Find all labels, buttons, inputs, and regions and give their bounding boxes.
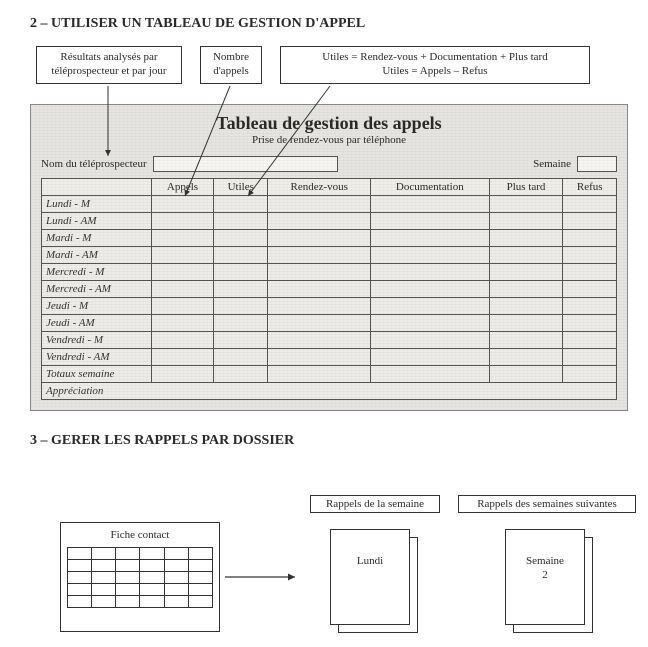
col-blank (42, 179, 152, 196)
table-row: Lundi - AM (42, 213, 617, 230)
callout-count-line2: d'appels (213, 65, 249, 77)
name-field[interactable] (153, 156, 338, 172)
sheet-next-line2: 2 (542, 569, 548, 581)
table-row: Jeudi - M (42, 298, 617, 315)
section2-title: 2 – UTILISER UN TABLEAU DE GESTION D'APP… (30, 16, 628, 32)
callout-results: Résultats analysés par téléprospecteur e… (36, 46, 182, 84)
table-row: Jeudi - AM (42, 315, 617, 332)
form-header-row: Nom du téléprospecteur Semaine (41, 156, 617, 172)
col-plustard: Plus tard (489, 179, 563, 196)
table-row: Mardi - AM (42, 247, 617, 264)
name-label: Nom du téléprospecteur (41, 158, 147, 170)
table-body: Lundi - M Lundi - AM Mardi - M Mardi - A… (42, 196, 617, 400)
col-utiles: Utiles (214, 179, 268, 196)
sheet-front-week: Lundi (330, 529, 410, 625)
fiche-mini-table (67, 547, 213, 608)
sheet-week-text: Lundi (357, 555, 383, 567)
form-subtitle: Prise de rendez-vous par téléphone (41, 134, 617, 146)
callout-count-line1: Nombre (213, 51, 249, 63)
sheet-front-next: Semaine 2 (505, 529, 585, 625)
form-title: Tableau de gestion des appels (41, 113, 617, 134)
form-panel: Tableau de gestion des appels Prise de r… (30, 104, 628, 411)
management-table: Appels Utiles Rendez-vous Documentation … (41, 178, 617, 400)
week-field[interactable] (577, 156, 617, 172)
callout-results-line2: téléprospecteur et par jour (51, 65, 166, 77)
callout-utiles: Utiles = Rendez-vous + Documentation + P… (280, 46, 590, 84)
rappels-next-label: Rappels des semaines suivantes (458, 495, 636, 513)
sheet-next-line1: Semaine (526, 555, 564, 567)
fiche-contact-card: Fiche contact (60, 522, 220, 632)
arrow-right-icon (225, 567, 305, 587)
table-row: Mercredi - M (42, 264, 617, 281)
table-row: Mercredi - AM (42, 281, 617, 298)
week-label: Semaine (533, 158, 571, 170)
col-rdv: Rendez-vous (268, 179, 371, 196)
table-row: Vendredi - AM (42, 349, 617, 366)
table-row: Lundi - M (42, 196, 617, 213)
page: 2 – UTILISER UN TABLEAU DE GESTION D'APP… (0, 0, 648, 647)
table-row-appreciation: Appréciation (42, 383, 617, 400)
callouts-row: Résultats analysés par téléprospecteur e… (30, 46, 628, 94)
callout-count: Nombre d'appels (200, 46, 262, 84)
section3-title: 3 – GERER LES RAPPELS PAR DOSSIER (30, 433, 628, 449)
callout-utiles-line2: Utiles = Appels – Refus (382, 65, 487, 77)
callout-results-line1: Résultats analysés par (60, 51, 157, 63)
table-row: Mardi - M (42, 230, 617, 247)
table-row: Vendredi - M (42, 332, 617, 349)
table-row-totaux: Totaux semaine (42, 366, 617, 383)
section2-block: Résultats analysés par téléprospecteur e… (30, 46, 628, 411)
callout-utiles-line1: Utiles = Rendez-vous + Documentation + P… (322, 51, 547, 63)
col-refus: Refus (563, 179, 617, 196)
table-header-row: Appels Utiles Rendez-vous Documentation … (42, 179, 617, 196)
col-doc: Documentation (371, 179, 490, 196)
section3-block: Fiche contact Rappels de la semaine (30, 467, 628, 637)
rappels-week-label: Rappels de la semaine (310, 495, 440, 513)
fiche-contact-label: Fiche contact (67, 529, 213, 541)
col-appels: Appels (152, 179, 214, 196)
